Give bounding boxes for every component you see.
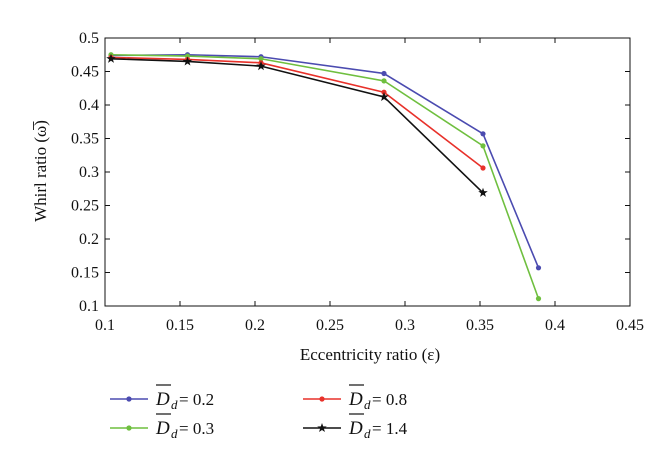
data-point [480, 131, 486, 137]
series-4 [106, 53, 488, 197]
x-tick-label: 0.45 [616, 317, 644, 334]
legend-symbol: D [155, 418, 170, 439]
x-tick-label: 0.4 [545, 317, 565, 334]
legend-symbol: D [348, 418, 363, 439]
y-tick-label: 0.1 [79, 298, 99, 315]
legend-symbol: D [155, 389, 170, 410]
data-point [480, 143, 486, 149]
series-line [110, 56, 484, 169]
data-point [258, 56, 264, 62]
y-tick-label: 0.5 [79, 30, 99, 47]
legend-value: = 1.4 [372, 419, 408, 438]
legend-subscript: d [171, 397, 178, 412]
legend-marker [319, 396, 325, 402]
y-tick-label: 0.15 [71, 265, 99, 282]
data-point [256, 61, 266, 71]
y-axis: 0.1 0.15 0.2 0.25 0.3 0.35 0.4 0.45 0.5 [71, 30, 630, 315]
x-axis-title: Eccentricity ratio (ε) [300, 345, 440, 364]
y-tick-label: 0.4 [79, 97, 99, 114]
legend-value: = 0.2 [179, 390, 214, 409]
x-tick-label: 0.25 [316, 317, 344, 334]
legend-marker [317, 423, 327, 433]
legend-marker [126, 425, 132, 431]
legend-subscript: d [364, 397, 371, 412]
legend-marker [126, 396, 132, 402]
x-tick-label: 0.35 [466, 317, 494, 334]
data-point [381, 78, 387, 84]
series-3 [108, 54, 486, 171]
series-1 [108, 52, 542, 271]
series-line [110, 53, 540, 269]
y-tick-label: 0.3 [79, 164, 99, 181]
data-point [381, 70, 387, 77]
legend-value: = 0.8 [372, 390, 407, 409]
data-point [478, 187, 488, 197]
data-point [535, 296, 542, 302]
series-2 [108, 52, 542, 302]
series-line [110, 53, 540, 299]
data-point [535, 265, 542, 271]
y-tick-label: 0.2 [79, 231, 99, 248]
y-tick-label: 0.45 [71, 64, 99, 81]
legend-subscript: d [364, 426, 371, 441]
legend-symbol: D [348, 389, 363, 410]
data-point [480, 165, 486, 171]
x-tick-label: 0.1 [95, 317, 115, 334]
x-tick-label: 0.15 [166, 317, 194, 334]
y-axis-title: Whirl ratio (ω̅) [31, 120, 50, 222]
x-axis: 0.1 0.15 0.2 0.25 0.3 0.35 0.4 0.45 [95, 38, 644, 334]
series-layer [106, 52, 542, 302]
legend-value: = 0.3 [179, 419, 214, 438]
x-tick-label: 0.2 [245, 317, 265, 334]
x-tick-label: 0.3 [395, 317, 415, 334]
data-point [379, 91, 389, 102]
data-point [106, 53, 116, 63]
legend-subscript: d [171, 426, 178, 441]
data-point [182, 56, 193, 66]
y-tick-label: 0.35 [71, 131, 99, 148]
y-tick-label: 0.25 [71, 198, 99, 215]
